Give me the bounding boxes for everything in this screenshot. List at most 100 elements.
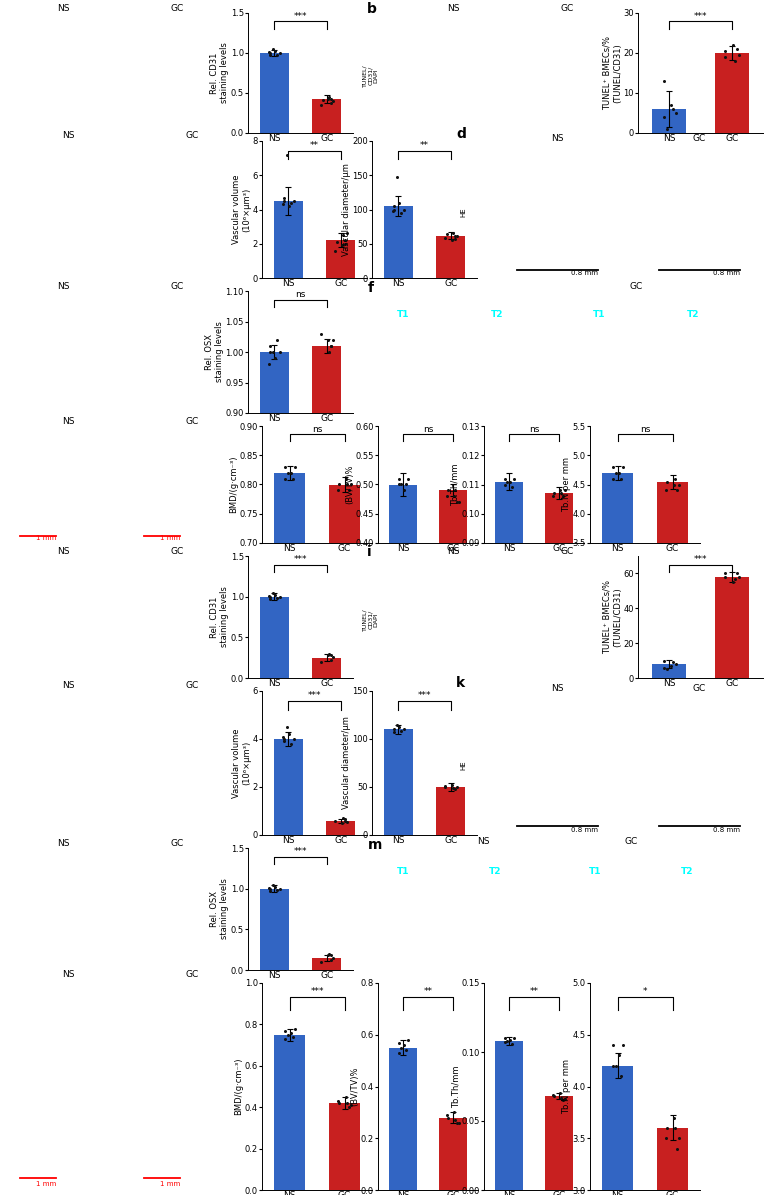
Text: 4 mm: 4 mm (534, 405, 554, 411)
Bar (274, 473, 305, 543)
Y-axis label: TUNEL⁺ BMECs/%
(TUNEL/CD31): TUNEL⁺ BMECs/% (TUNEL/CD31) (602, 36, 622, 110)
Text: NS: NS (56, 282, 69, 292)
Text: 40 μm: 40 μm (79, 124, 102, 131)
Text: NS: NS (56, 547, 69, 556)
Y-axis label: Tb.N per mm: Tb.N per mm (562, 456, 571, 511)
Bar (260, 596, 289, 678)
Text: ns: ns (295, 290, 305, 299)
Bar (545, 494, 572, 543)
Text: GC: GC (693, 134, 706, 143)
Text: 1 mm: 1 mm (36, 535, 56, 541)
Text: 1 mm: 1 mm (36, 1181, 56, 1187)
Text: NS: NS (477, 836, 489, 846)
Y-axis label: Vascular diameter/μm: Vascular diameter/μm (341, 717, 351, 809)
Text: 1 mm: 1 mm (90, 270, 110, 276)
Text: m: m (368, 838, 383, 852)
Bar (545, 1096, 572, 1190)
Text: T2: T2 (489, 866, 501, 876)
Bar (602, 1066, 633, 1190)
Text: GC: GC (624, 836, 637, 846)
Bar (327, 240, 355, 278)
Text: NS: NS (56, 839, 69, 848)
Text: T1: T1 (593, 310, 605, 319)
Bar (439, 1117, 467, 1190)
Text: 40 μm: 40 μm (79, 962, 102, 968)
Text: 4 mm: 4 mm (631, 962, 651, 968)
Y-axis label: (BV/TV)%: (BV/TV)% (350, 1067, 359, 1107)
Y-axis label: Vascular volume
(10⁶×μm³): Vascular volume (10⁶×μm³) (232, 174, 251, 244)
Text: 4 mm: 4 mm (439, 962, 459, 968)
Y-axis label: Rel. OSX
staining levels: Rel. OSX staining levels (204, 321, 224, 382)
Text: T1: T1 (397, 310, 409, 319)
Text: 40 μm: 40 μm (193, 405, 215, 411)
Text: 4 mm: 4 mm (531, 962, 551, 968)
Text: GC: GC (171, 5, 184, 13)
Text: i: i (367, 545, 372, 559)
Bar (715, 53, 749, 133)
Text: *: * (643, 987, 648, 997)
Text: ***: *** (694, 12, 707, 20)
Text: 1 mm: 1 mm (90, 827, 110, 833)
Text: GC: GC (561, 547, 574, 556)
Text: 40 μm: 40 μm (79, 670, 102, 676)
Text: TUNEL/
CD31/
DAPI: TUNEL/ CD31/ DAPI (363, 65, 379, 87)
Bar (652, 664, 687, 678)
Text: **: ** (420, 141, 429, 149)
Text: GC: GC (693, 684, 706, 693)
Text: GC: GC (186, 417, 199, 427)
Bar (312, 657, 341, 678)
Text: 4 mm: 4 mm (723, 962, 743, 968)
Text: d: d (456, 128, 466, 141)
Text: NS: NS (56, 5, 69, 13)
Bar (260, 889, 289, 970)
Bar (439, 490, 467, 543)
Text: 40 μm: 40 μm (193, 124, 215, 131)
Bar (658, 482, 687, 543)
Text: NS: NS (551, 134, 564, 143)
Text: 40 μm: 40 μm (583, 670, 605, 676)
Text: NS: NS (551, 684, 564, 693)
Text: 0.8 mm: 0.8 mm (713, 270, 740, 276)
Y-axis label: Tb.Th/mm: Tb.Th/mm (451, 1065, 460, 1108)
Text: NS: NS (62, 681, 74, 691)
Text: NS: NS (447, 547, 460, 556)
Bar (715, 577, 749, 678)
Text: NS: NS (62, 131, 74, 141)
Bar (330, 1103, 359, 1190)
Bar (260, 53, 289, 133)
Text: GC: GC (630, 282, 643, 290)
Y-axis label: Rel. OSX
staining levels: Rel. OSX staining levels (210, 878, 229, 939)
Text: **: ** (310, 141, 319, 149)
Y-axis label: Rel. CD31
staining levels: Rel. CD31 staining levels (210, 587, 229, 648)
Bar (436, 788, 465, 835)
Bar (436, 235, 465, 278)
Y-axis label: Tb.N per mm: Tb.N per mm (562, 1059, 571, 1114)
Text: 0.8 mm: 0.8 mm (713, 827, 740, 833)
Text: 4 mm: 4 mm (440, 405, 460, 411)
Bar (312, 99, 341, 133)
Y-axis label: BMD/(g·cm⁻³): BMD/(g·cm⁻³) (234, 1058, 244, 1115)
Text: ***: *** (694, 554, 707, 564)
Text: GC: GC (186, 131, 199, 141)
Text: 40 μm: 40 μm (583, 124, 605, 131)
Text: HE: HE (460, 761, 466, 771)
Text: b: b (367, 2, 377, 16)
Text: GC: GC (561, 5, 574, 13)
Text: HE: HE (460, 207, 466, 216)
Text: 40 μm: 40 μm (79, 405, 102, 411)
Y-axis label: (BV/TV)%: (BV/TV)% (345, 465, 354, 504)
Text: T1: T1 (396, 866, 409, 876)
Bar (384, 729, 413, 835)
Text: ***: *** (294, 847, 307, 856)
Bar (384, 206, 413, 278)
Bar (496, 1041, 523, 1190)
Text: 4 mm: 4 mm (637, 405, 656, 411)
Y-axis label: Rel. CD31
staining levels: Rel. CD31 staining levels (210, 43, 229, 104)
Y-axis label: Tb.Th/mm: Tb.Th/mm (451, 464, 460, 505)
Text: ns: ns (423, 424, 433, 434)
Text: NS: NS (447, 5, 460, 13)
Text: NS: NS (62, 417, 74, 427)
Text: k: k (456, 676, 465, 691)
Bar (602, 473, 633, 543)
Text: 40 μm: 40 μm (193, 962, 215, 968)
